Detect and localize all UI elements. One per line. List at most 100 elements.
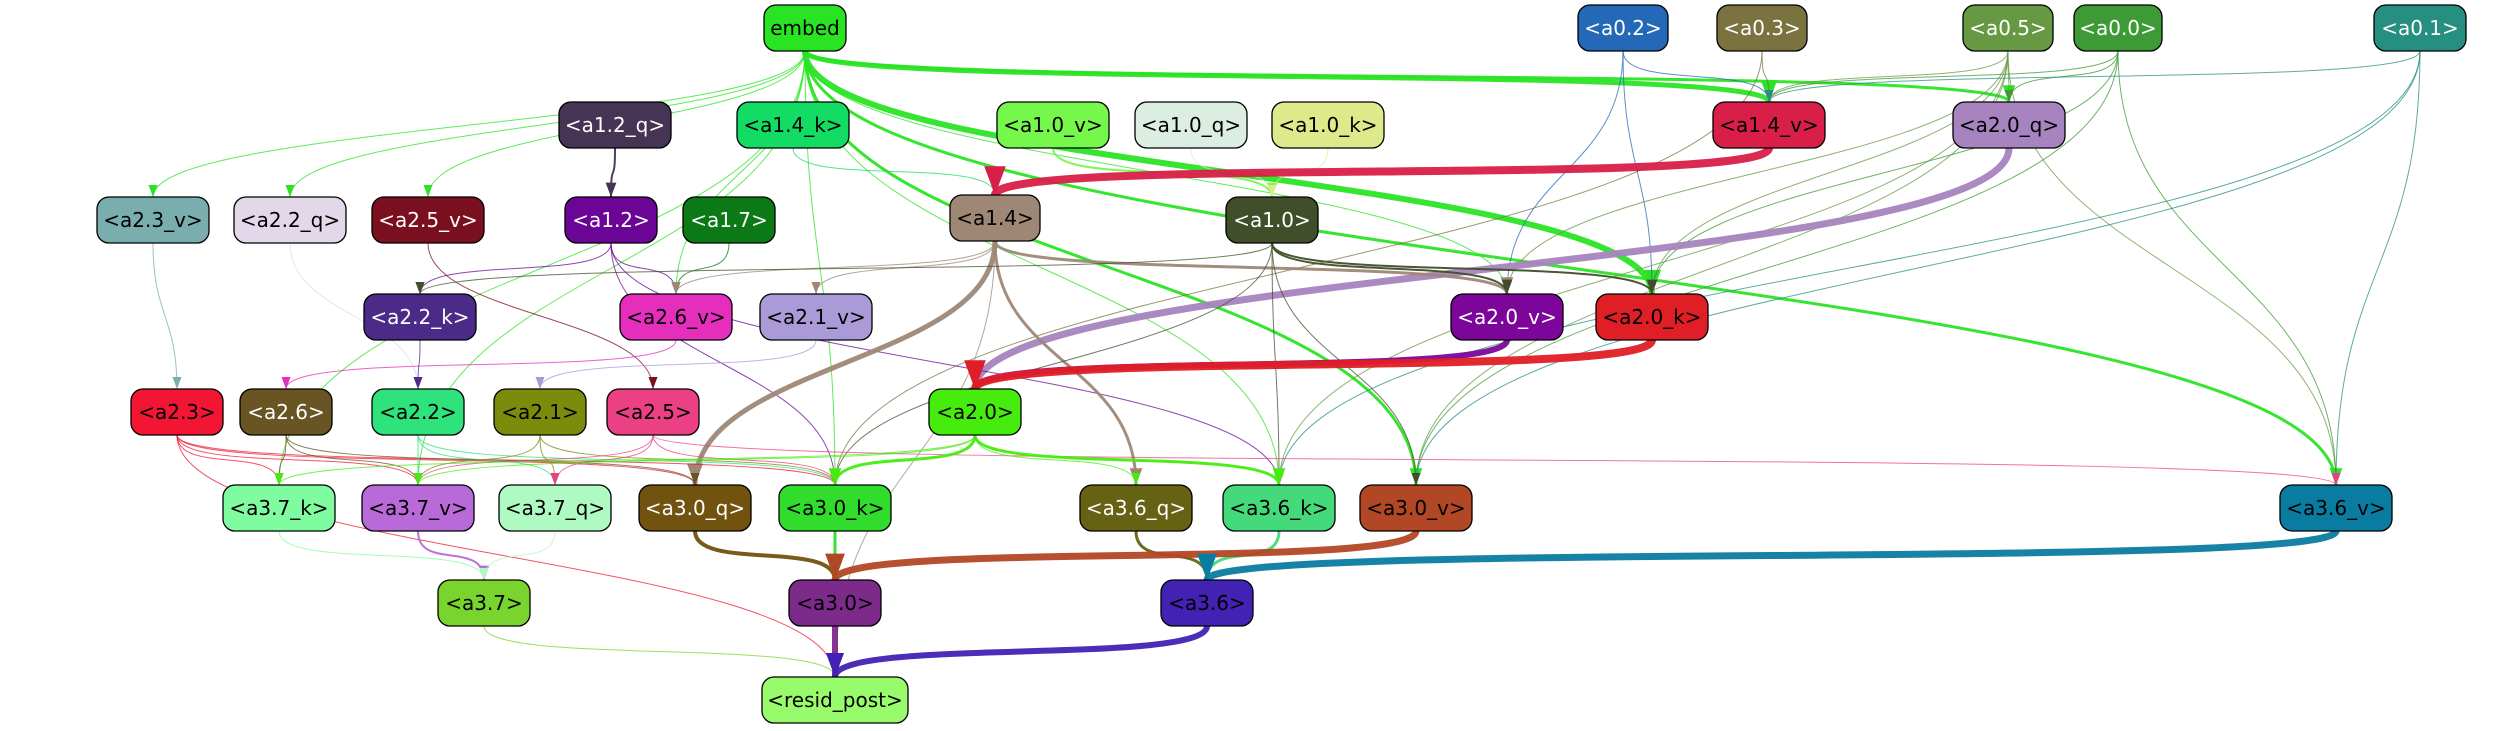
node-a1-4-v[interactable]: <a1.4_v> [1712,101,1826,149]
node-a2-3[interactable]: <a2.3> [130,388,224,436]
node-a1-2[interactable]: <a1.2> [564,196,658,244]
node-a3-6-k[interactable]: <a3.6_k> [1222,484,1336,532]
node-a3-6-v[interactable]: <a3.6_v> [2279,484,2393,532]
edge-a1_0-to-a2_0_k [1271,242,1653,295]
edge-a2_0-to-a3_7_k [278,434,976,486]
node-a3-7-v[interactable]: <a3.7_v> [361,484,475,532]
node-a0-0[interactable]: <a0.0> [2073,4,2163,52]
node-label: <a2.5> [614,400,692,424]
node-a2-0-v[interactable]: <a2.0_v> [1450,293,1564,341]
node-embed[interactable]: embed [763,4,847,52]
node-a3-0-q[interactable]: <a3.0_q> [638,484,752,532]
arrowhead-embed-to-a2_2_q [285,185,295,197]
edge-a1_2-to-a3_6_k [610,242,1280,486]
arrowhead-a1_4_v-to-a1_4 [984,166,1006,195]
node-a2-6-v[interactable]: <a2.6_v> [619,293,733,341]
node-a0-2[interactable]: <a0.2> [1577,4,1669,52]
edge-a0_5-to-a1_4_v [1768,50,2009,103]
edge-a1_2-to-a2_6_v [610,242,677,295]
edge-a0_1-to-a3_6_v [2335,50,2421,486]
node-label: <a2.6> [247,400,325,424]
node-a3-6[interactable]: <a3.6> [1160,579,1254,627]
node-a2-0-k[interactable]: <a2.0_k> [1595,293,1709,341]
node-a2-1[interactable]: <a2.1> [493,388,587,436]
node-a3-7-q[interactable]: <a3.7_q> [498,484,612,532]
node-a1-4-k[interactable]: <a1.4_k> [736,101,850,149]
node-label: <resid_post> [767,688,902,712]
node-label: <a2.1_v> [766,305,865,329]
node-a0-3[interactable]: <a0.3> [1716,4,1808,52]
node-box [1952,101,2066,149]
edge-a2_3-to-a3_7_v [176,434,419,486]
node-a1-0-q[interactable]: <a1.0_q> [1134,101,1248,149]
node-a3-0[interactable]: <a3.0> [788,579,882,627]
node-a2-2-k[interactable]: <a2.2_k> [363,293,477,341]
node-a2-1-v[interactable]: <a2.1_v> [759,293,873,341]
node-label: <a1.4_k> [743,113,842,137]
node-label: <a2.1> [501,400,579,424]
edge-a3_7-to-resid_post [483,625,836,678]
node-a1-0-k[interactable]: <a1.0_k> [1271,101,1385,149]
node-a0-1[interactable]: <a0.1> [2373,4,2467,52]
node-a1-7[interactable]: <a1.7> [682,196,776,244]
node-box [606,388,700,436]
node-box [371,196,485,244]
node-a3-0-k[interactable]: <a3.0_k> [778,484,892,532]
edge-a2_3-to-resid_post [176,434,836,678]
arrowhead-a2_6_v-to-a2_6 [281,377,291,389]
arrowhead-a1_0_k-to-a1_0 [1267,185,1277,197]
node-box [763,4,847,52]
node-a2-2-q[interactable]: <a2.2_q> [233,196,347,244]
node-label: <a3.0_k> [785,496,884,520]
edge-a2_5-to-a3_7_v [417,434,654,486]
node-a2-0-q[interactable]: <a2.0_q> [1952,101,2066,149]
node-a1-0-v[interactable]: <a1.0_v> [996,101,1110,149]
edge-a2_0-to-a3_6_k [973,434,1281,486]
node-box [498,484,612,532]
node-box [2373,4,2467,52]
node-a2-3-v[interactable]: <a2.3_v> [96,196,210,244]
node-resid-post[interactable]: <resid_post> [761,676,909,724]
node-label: <a0.3> [1723,16,1801,40]
node-box [1359,484,1473,532]
node-a3-0-v[interactable]: <a3.0_v> [1359,484,1473,532]
node-box [996,101,1110,149]
node-layer: embed <a0.2> <a0.3> <a0.5> <a0.0> <a0.1> <a1.2… [96,4,2467,724]
node-label: <a2.3> [138,400,216,424]
node-a1-2-q[interactable]: <a1.2_q> [558,101,672,149]
arrowhead-a3_7_q-to-a3_7 [479,568,489,580]
node-a3-7[interactable]: <a3.7> [437,579,531,627]
node-box [1962,4,2054,52]
node-a2-5[interactable]: <a2.5> [606,388,700,436]
node-box [1716,4,1808,52]
node-label: <a2.0_q> [1959,113,2059,137]
arrowhead-a0_0-to-a2_0_q [2004,90,2014,102]
node-a1-4[interactable]: <a1.4> [949,194,1041,242]
node-box [761,676,909,724]
node-label: <a2.2> [379,400,457,424]
edge-a2_3-to-a3_7_k [176,434,280,486]
node-box [558,101,672,149]
edge-a2_0-to-a3_7_v [417,434,976,486]
edge-a1_0-to-a3_0_k [834,242,1273,486]
arrowhead-a2_0-to-a3_7_k [274,473,284,485]
node-a2-6[interactable]: <a2.6> [239,388,333,436]
edge-a2_5-to-a3_0_k [652,434,836,486]
arrowhead-a3_6-to-resid_post [826,653,844,677]
node-a2-2[interactable]: <a2.2> [371,388,465,436]
node-label: <a0.2> [1584,16,1662,40]
arrowhead-a1_2_q-to-a1_2 [605,182,617,197]
node-a0-5[interactable]: <a0.5> [1962,4,2054,52]
node-a1-0[interactable]: <a1.0> [1225,196,1319,244]
node-a2-0[interactable]: <a2.0> [928,388,1022,436]
node-a3-6-q[interactable]: <a3.6_q> [1079,484,1193,532]
node-label: <a3.7_v> [368,496,467,520]
node-box [928,388,1022,436]
node-label: <a1.0_q> [1141,113,1241,137]
node-a3-7-k[interactable]: <a3.7_k> [222,484,336,532]
arrowhead-a2_0_k-to-a2_0 [964,360,986,389]
edge-a2_0-to-a3_0_k [833,434,977,486]
edge-a3_7_k-to-a3_7 [278,530,485,581]
node-a2-5-v[interactable]: <a2.5_v> [371,196,485,244]
node-label: <a2.0> [936,400,1014,424]
